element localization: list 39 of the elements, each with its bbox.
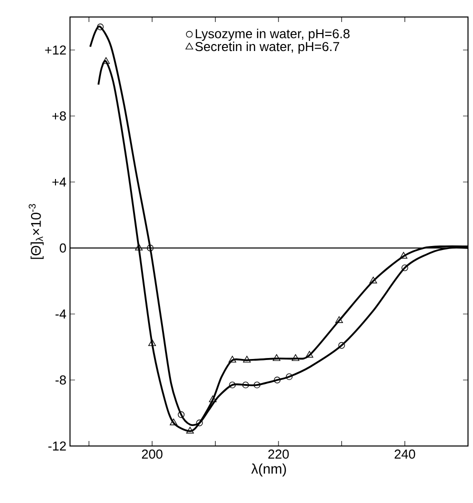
y-tick-label: +4 <box>52 178 66 186</box>
point <box>400 252 408 259</box>
point <box>292 354 300 361</box>
y-tick-label: -4 <box>56 310 66 318</box>
point <box>306 350 314 358</box>
point <box>338 342 345 349</box>
x-tick-label: 200 <box>142 450 162 459</box>
point <box>335 316 343 323</box>
y-tick-label: +8 <box>52 111 66 121</box>
point <box>146 244 154 252</box>
x-axis-title: λ(nm) <box>251 464 286 477</box>
y-tick-label: -12 <box>48 441 66 451</box>
point <box>286 373 293 380</box>
x-tick-label: 220 <box>268 450 289 459</box>
point <box>186 426 194 434</box>
legend-label: Lysozyme in water, pH=6.8 <box>196 28 350 41</box>
point <box>135 244 143 250</box>
point <box>178 411 185 418</box>
point <box>242 382 249 388</box>
point <box>243 356 251 363</box>
point <box>254 382 260 388</box>
point <box>274 376 281 384</box>
x-tick-label: 240 <box>394 450 416 459</box>
point <box>208 395 217 402</box>
point <box>102 57 110 64</box>
point <box>170 418 178 426</box>
point <box>196 420 203 426</box>
y-tick-label: 0 <box>60 243 66 253</box>
y-tick-label: +12 <box>45 45 66 55</box>
legend-label: Secretin in water, pH=6.7 <box>195 42 340 54</box>
y-axis-title: [Θ]$_{λ}$×10$^{-3}$ <box>28 204 44 259</box>
point <box>401 264 408 272</box>
point <box>369 276 378 284</box>
point <box>229 382 236 388</box>
y-tick-label: -8 <box>56 375 66 385</box>
point <box>272 354 280 361</box>
point <box>96 24 104 30</box>
point <box>148 339 156 346</box>
point <box>228 356 236 363</box>
